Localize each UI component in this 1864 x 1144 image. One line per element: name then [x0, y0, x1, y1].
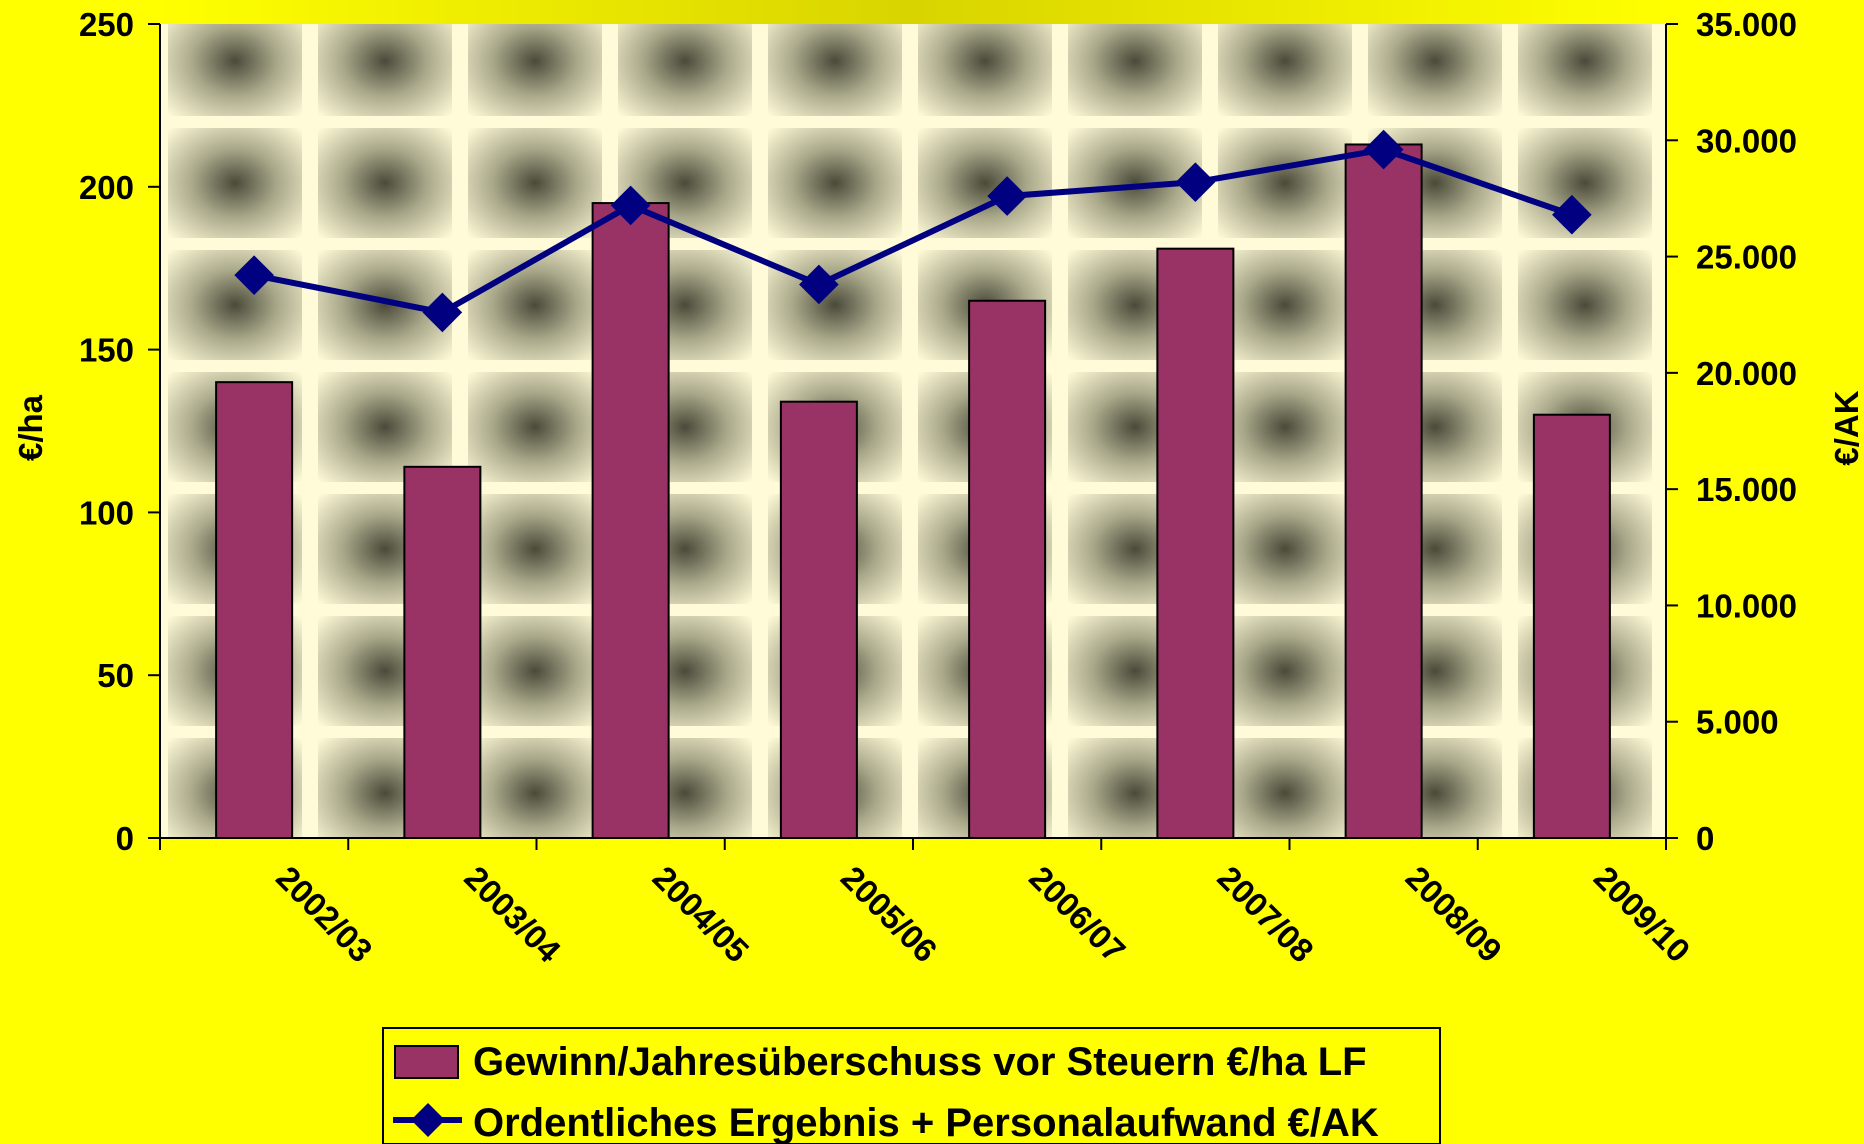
x-tick-label: 2008/09	[1399, 859, 1510, 970]
left-tick-label: 50	[97, 657, 134, 694]
top-glow	[160, 0, 1666, 24]
left-tick-label: 150	[79, 332, 134, 369]
bar	[779, 400, 858, 839]
right-tick-label: 20.000	[1696, 355, 1797, 392]
legend-label-line: Ordentliches Ergebnis + Personalaufwand …	[473, 1101, 1379, 1144]
right-tick-label: 25.000	[1696, 239, 1797, 276]
x-tick-label: 2002/03	[269, 859, 380, 970]
bar	[215, 381, 294, 839]
x-tick-label: 2009/10	[1587, 859, 1698, 970]
right-axis-ticks: 0 5.000 10.000 15.000 20.000 25.000 30.000 35.0…	[1666, 6, 1797, 857]
bar	[968, 299, 1047, 839]
bar	[403, 465, 482, 839]
bar	[591, 202, 670, 839]
left-tick-label: 250	[79, 6, 134, 43]
left-tick-label: 0	[116, 820, 134, 857]
x-tick-label: 2005/06	[834, 859, 945, 970]
x-tick-label: 2003/04	[457, 859, 568, 970]
x-tick-label: 2004/05	[646, 859, 757, 970]
left-tick-label: 100	[79, 494, 134, 531]
line-marker	[799, 264, 839, 305]
plot-area	[160, 24, 1666, 838]
legend-swatch-bar	[394, 1045, 459, 1079]
legend: Gewinn/Jahresüberschuss vor Steuern €/ha…	[382, 1027, 1441, 1144]
line-marker	[987, 176, 1027, 216]
right-tick-label: 10.000	[1696, 587, 1797, 624]
bar	[1532, 413, 1611, 839]
bar	[1156, 247, 1235, 839]
x-tick-label: 2006/07	[1022, 859, 1133, 970]
bar-series	[215, 143, 1611, 840]
bar	[1344, 143, 1423, 840]
right-axis-title: €/AK	[1828, 390, 1864, 465]
x-tick-label: 2007/08	[1210, 859, 1321, 970]
line-path	[253, 146, 1573, 316]
legend-swatch-marker	[411, 1103, 445, 1137]
legend-box	[382, 1027, 1441, 1144]
right-tick-label: 5.000	[1696, 704, 1779, 741]
line-marker	[422, 292, 463, 333]
left-axis-title: €/ha	[12, 394, 49, 461]
right-tick-label: 15.000	[1696, 471, 1797, 508]
left-axis-ticks: 0 50 100 150 200 250	[79, 6, 160, 857]
right-tick-label: 30.000	[1696, 122, 1797, 159]
right-tick-label: 35.000	[1696, 6, 1797, 43]
line-marker	[610, 185, 651, 226]
left-tick-label: 200	[79, 169, 134, 206]
line-marker	[234, 255, 274, 295]
legend-label-bar: Gewinn/Jahresüberschuss vor Steuern €/ha…	[473, 1040, 1367, 1084]
right-tick-label: 0	[1696, 820, 1714, 857]
x-axis-ticks: 2002/03 2003/04 2004/05 2005/06 2006/07 2007/…	[159, 838, 1698, 970]
